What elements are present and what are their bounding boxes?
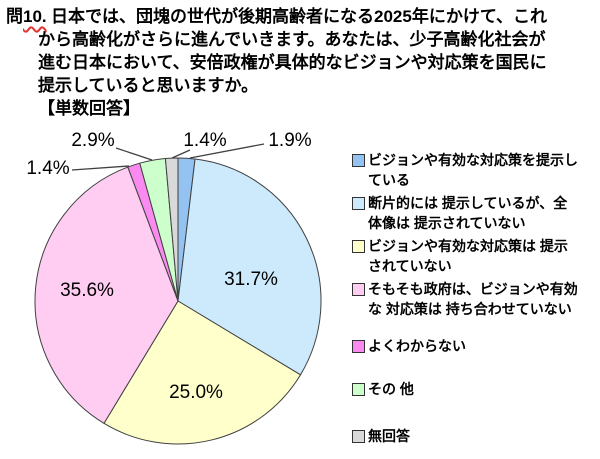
legend-label: 断片的には 提示しているが、全体像は 提示されていない	[368, 195, 568, 231]
pie-slice-1	[177, 158, 322, 376]
leader-line-0	[189, 143, 265, 159]
legend-swatch	[352, 197, 365, 210]
legend-label: その 他	[368, 381, 414, 397]
leader-line-5	[115, 147, 153, 161]
question-number-rest: 10.	[23, 7, 47, 26]
answer-type-note: 【単数回答】	[38, 99, 140, 118]
legend-item: そもそも政府は、ビジョンや有効な 対応策は 持ち合わせていない	[352, 279, 594, 319]
legend-swatch	[352, 383, 365, 396]
legend-swatch	[352, 240, 365, 253]
legend-swatch	[352, 154, 365, 167]
question-text: 問10. 日本では、団塊の世代が後期高齢者になる2025年にかけて、これ から高…	[6, 5, 594, 120]
legend-item: 無回答	[352, 426, 594, 446]
legend-swatch	[352, 430, 365, 443]
pie-label-2: 25.0%	[169, 382, 223, 403]
question-line: 進む日本において、安倍政権が具体的なビジョンや対応策を国民に	[38, 53, 547, 72]
legend-item: ビジョンや有効な対応策を提示している	[352, 150, 594, 190]
question-line: から高齢化がさらに進んでいきます。あなたは、少子高齢化社会が	[38, 30, 546, 49]
legend-item: ビジョンや有効な対応策は 提示されていない	[352, 236, 594, 276]
leader-line-4	[71, 165, 130, 171]
legend-label: 無回答	[368, 428, 410, 444]
pie-label-4: 1.4%	[26, 158, 69, 179]
pie-label-0: 1.9%	[268, 130, 311, 151]
pie-slice-3	[34, 166, 179, 425]
question-number-prefix: 問	[6, 7, 23, 26]
legend-item: よくわからない	[352, 336, 594, 356]
pie-label-6: 1.4%	[183, 130, 226, 151]
pie-label-5: 2.9%	[71, 130, 114, 151]
pie-label-3: 35.6%	[60, 280, 114, 301]
legend-label: そもそも政府は、ビジョンや有効な 対応策は 持ち合わせていない	[368, 281, 578, 317]
question-line: 提示していると思いますか。	[38, 76, 259, 95]
legend-swatch	[352, 283, 365, 296]
legend: ビジョンや有効な対応策を提示している 断片的には 提示しているが、全体像は 提示…	[352, 150, 594, 449]
legend-item: 断片的には 提示しているが、全体像は 提示されていない	[352, 193, 594, 233]
question-line: 日本では、団塊の世代が後期高齢者になる2025年にかけて、これ	[51, 7, 547, 26]
question-lines: 日本では、団塊の世代が後期高齢者になる2025年にかけて、これ から高齢化がさら…	[38, 5, 594, 120]
pie-slice-2	[103, 300, 302, 445]
legend-swatch	[352, 340, 365, 353]
legend-label: ビジョンや有効な対応策を提示している	[368, 152, 578, 188]
legend-item: その 他	[352, 379, 594, 399]
question-number: 問10.	[6, 5, 47, 28]
leader-line-6	[171, 149, 191, 159]
pie-slice-6	[164, 157, 179, 302]
legend-label: よくわからない	[368, 338, 466, 354]
pie-label-1: 31.7%	[224, 269, 278, 290]
legend-label: ビジョンや有効な対応策は 提示されていない	[368, 238, 568, 274]
